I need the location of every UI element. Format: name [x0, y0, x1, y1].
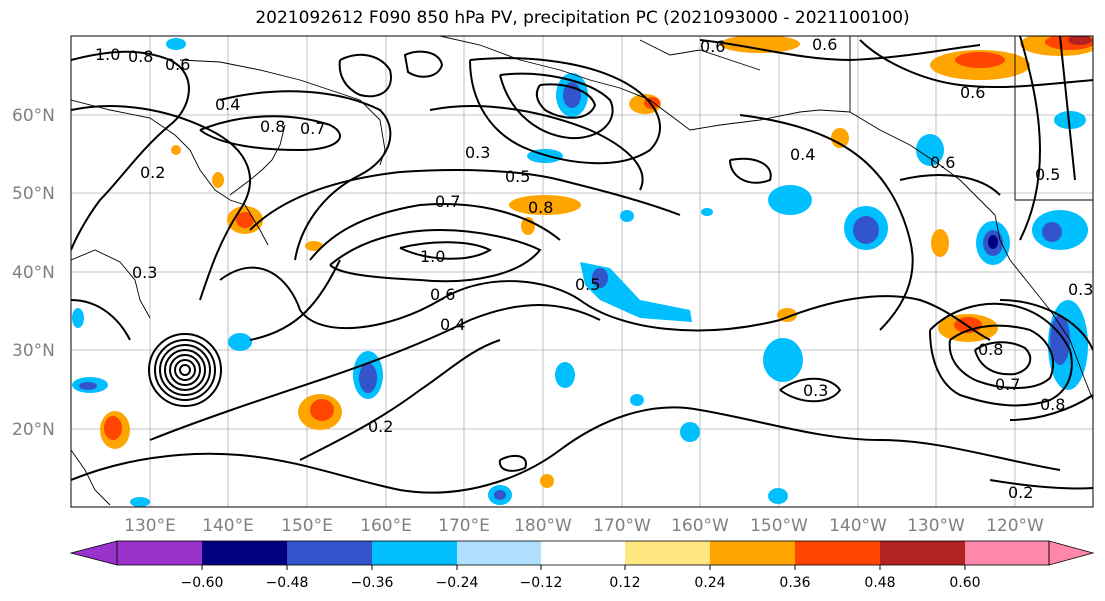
colorbar-tick: 0.48: [864, 575, 895, 591]
contour-label: 0.3: [465, 143, 490, 162]
colorbar-swatch: [625, 541, 710, 565]
latitude-labels: 60°N 50°N 40°N 30°N 20°N: [12, 106, 55, 440]
colorbar-swatch: [117, 541, 202, 565]
longitude-labels: 130°E 140°E 150°E 160°E 170°E 180°W 170°…: [124, 516, 1044, 536]
contour-label: 0.6: [812, 35, 837, 54]
lon-label: 160°E: [360, 516, 412, 536]
lon-label: 150°W: [750, 516, 808, 536]
colorbar-tick: 0.12: [609, 575, 640, 591]
contour-label: 1.0: [420, 247, 445, 266]
contour-label: 0.5: [505, 167, 530, 186]
lon-label: 170°E: [438, 516, 490, 536]
contour-label: 0.3: [132, 263, 157, 282]
contour-label: 0.4: [790, 145, 815, 164]
lon-label: 140°E: [202, 516, 254, 536]
map-title: 2021092612 F090 850 hPa PV, precipitatio…: [255, 8, 910, 28]
contour-label: 0.6: [930, 153, 955, 172]
typhoon-contours: [148, 333, 222, 407]
contour-label: 0.6: [700, 37, 725, 56]
map-border: [70, 35, 1094, 508]
contour-label: 0.4: [215, 95, 240, 114]
colorbar-tick: −0.12: [520, 575, 563, 591]
colorbar-tick: 0.24: [694, 575, 725, 591]
colorbar-swatch: [710, 541, 795, 565]
contour-label: 0.2: [368, 417, 393, 436]
lon-label: 160°W: [671, 516, 729, 536]
colorbar-swatch: [541, 541, 625, 565]
colorbar-swatch: [202, 541, 287, 565]
colorbar-extend-low: [69, 540, 118, 566]
colorbar-tick: −0.60: [181, 575, 224, 591]
colorbar-tick: −0.36: [351, 575, 394, 591]
lat-label: 50°N: [12, 184, 55, 204]
lat-label: 60°N: [12, 106, 55, 126]
contour-label: 0.7: [995, 375, 1020, 394]
colorbar-tick: −0.24: [436, 575, 479, 591]
colorbar-swatch: [287, 541, 372, 565]
contour-label: 0.8: [128, 47, 153, 66]
contour-labels: 1.0 0.8 0.6 0.4 0.8 0.7 0.2 0.3 0.5 0.8 …: [95, 35, 1093, 502]
contour-label: 0.6: [960, 83, 985, 102]
map-area: [71, 36, 1093, 507]
contour-label: 0.6: [430, 285, 455, 304]
contour-label: 0.5: [575, 275, 600, 294]
lon-label: 120°W: [986, 516, 1044, 536]
pv-contours: [71, 36, 1093, 494]
colorbar-tick: −0.48: [266, 575, 309, 591]
contour-label: 0.4: [440, 315, 465, 334]
coastlines: [71, 36, 1093, 506]
lon-label: 150°E: [281, 516, 333, 536]
contour-label: 0.8: [1040, 395, 1065, 414]
colorbar-extend-high: [1048, 540, 1095, 566]
contour-label: 0.2: [1008, 483, 1033, 502]
colorbar: −0.60 −0.48 −0.36 −0.24 −0.12 0.12 0.24 …: [69, 540, 1095, 591]
colorbar-tick: 0.60: [949, 575, 980, 591]
lon-label: 170°W: [593, 516, 651, 536]
contour-label: 0.5: [1035, 165, 1060, 184]
lat-label: 20°N: [12, 420, 55, 440]
graticule: [71, 36, 1093, 507]
colorbar-swatch: [457, 541, 541, 565]
colorbar-swatch: [965, 541, 1049, 565]
lat-label: 40°N: [12, 263, 55, 283]
colorbar-swatch: [880, 541, 965, 565]
contour-label: 0.2: [140, 163, 165, 182]
contour-label: 0.6: [165, 55, 190, 74]
contour-label: 0.7: [300, 119, 325, 138]
contour-label: 0.3: [1068, 280, 1093, 299]
contour-label: 0.8: [260, 117, 285, 136]
lon-label: 130°E: [124, 516, 176, 536]
lon-label: 130°W: [907, 516, 965, 536]
colorbar-tick: 0.36: [779, 575, 810, 591]
contour-label: 0.7: [435, 192, 460, 211]
colorbar-swatch: [372, 541, 457, 565]
contour-label: 0.3: [803, 381, 828, 400]
precipitation-shading: [72, 36, 1093, 507]
lon-label: 140°W: [829, 516, 887, 536]
colorbar-swatch: [795, 541, 880, 565]
contour-label: 0.8: [978, 340, 1003, 359]
contour-label: 0.8: [528, 198, 553, 217]
contour-label: 1.0: [95, 45, 120, 64]
lat-label: 30°N: [12, 341, 55, 361]
lon-label: 180°W: [514, 516, 572, 536]
